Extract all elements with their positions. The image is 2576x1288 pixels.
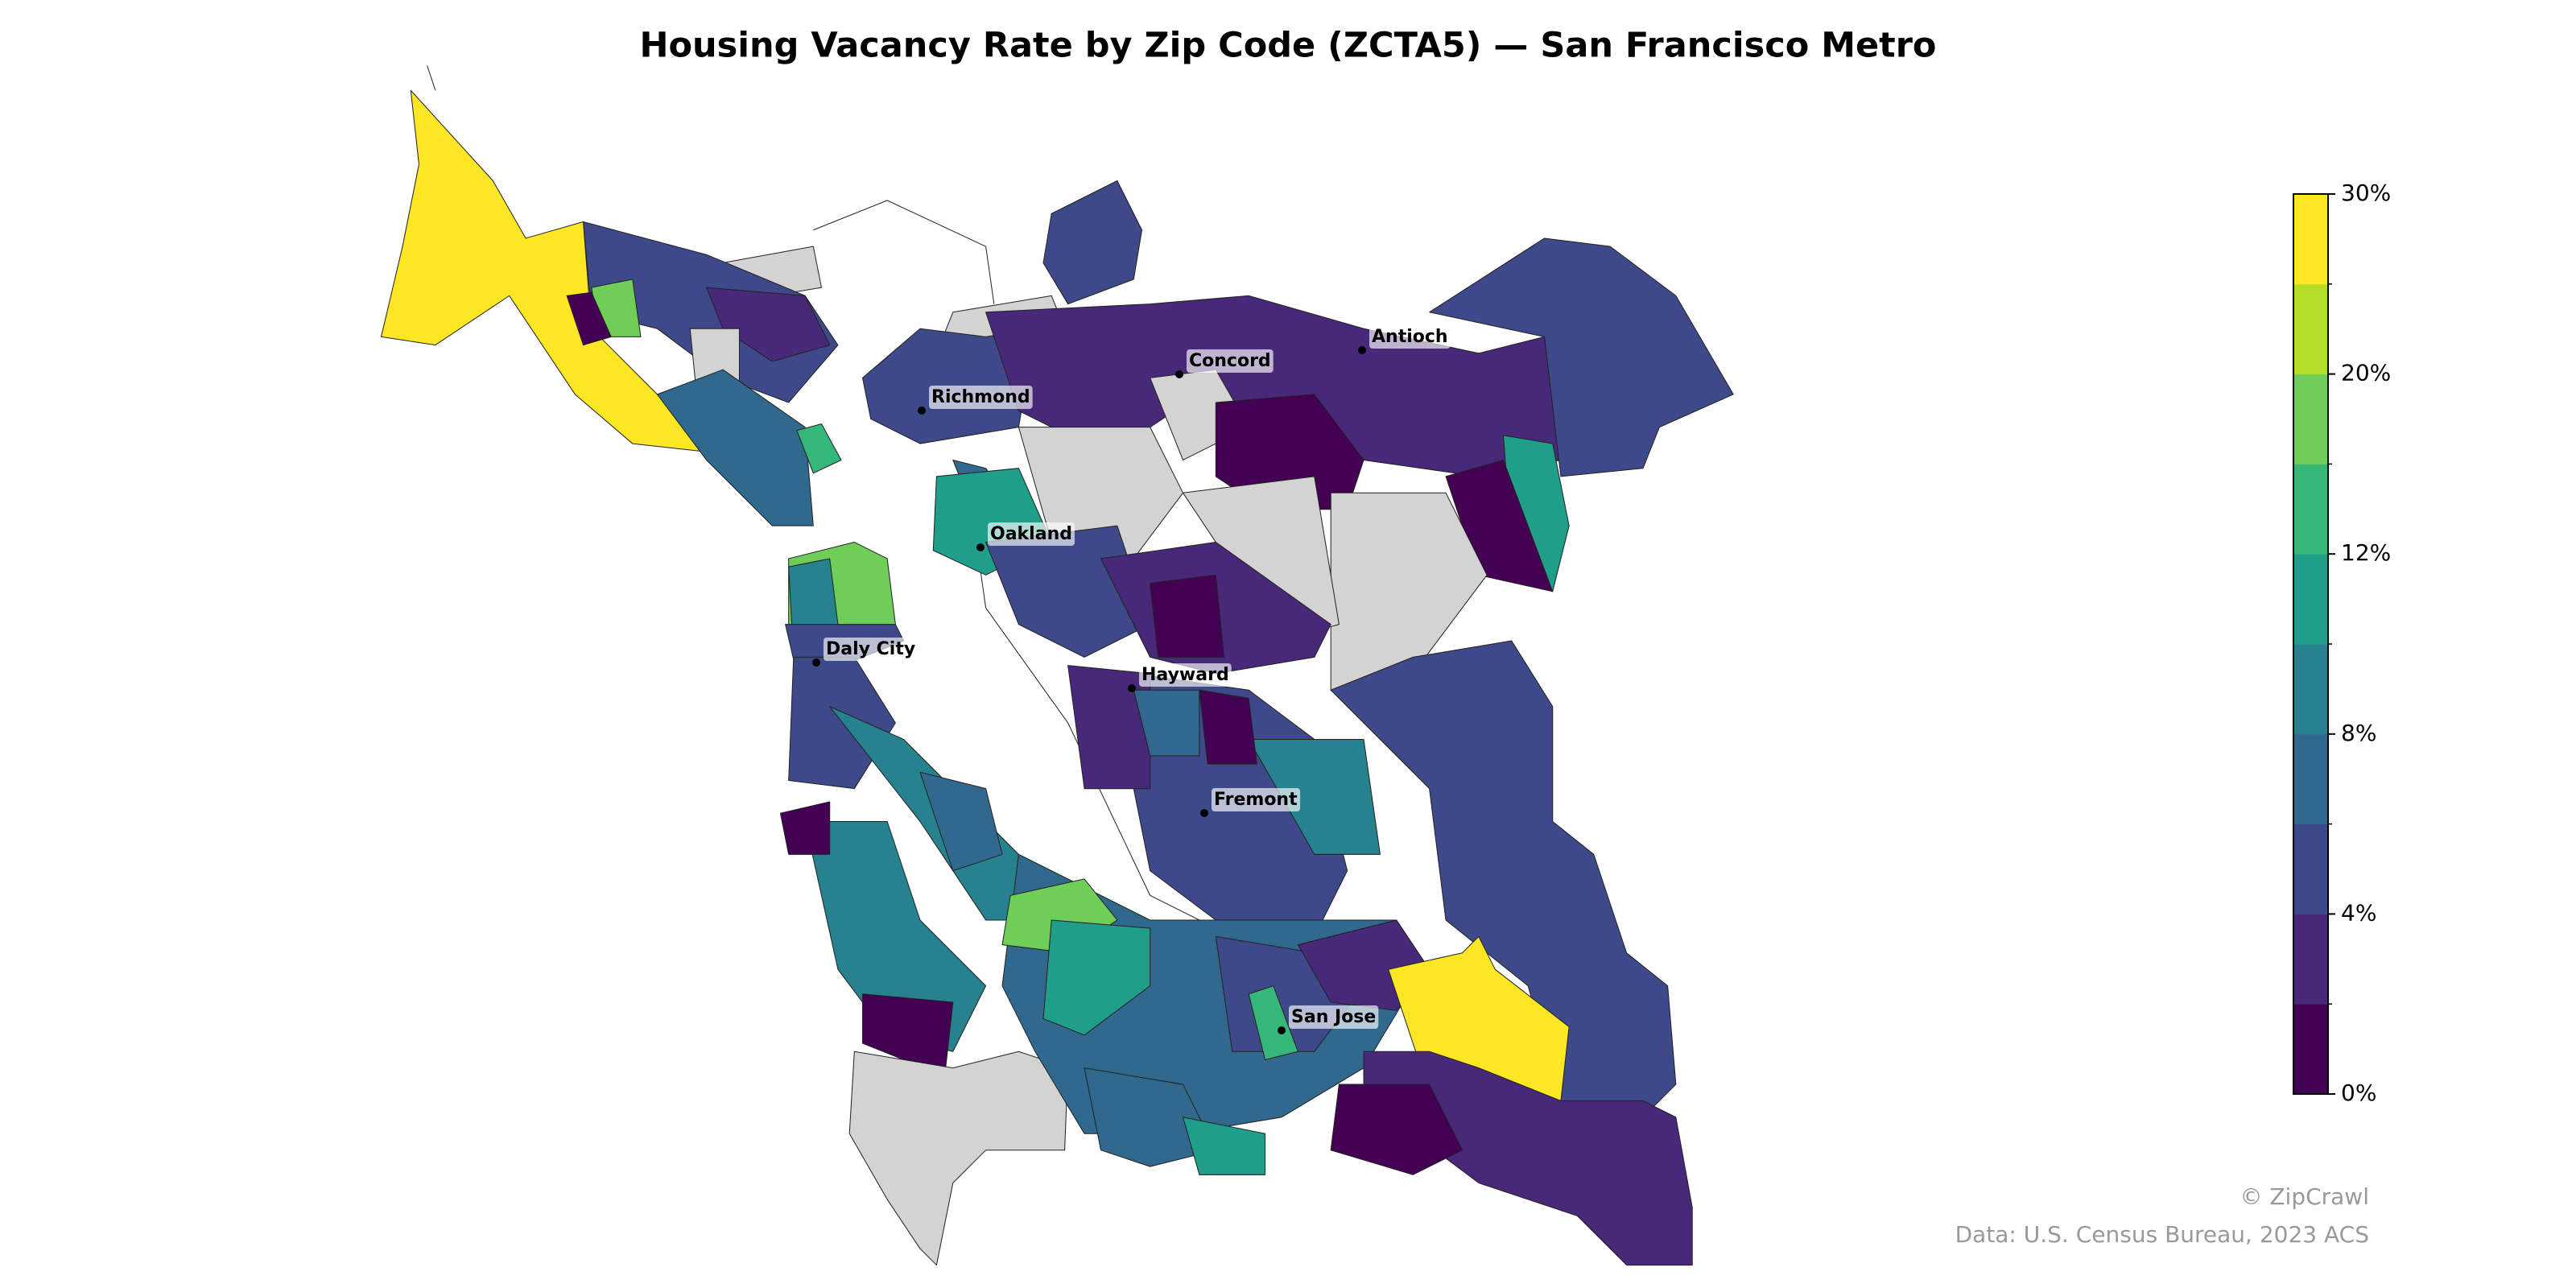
zip-region bbox=[1084, 1067, 1216, 1167]
colorbar-tick-label: 30% bbox=[2341, 180, 2391, 206]
zip-region bbox=[1067, 665, 1151, 790]
source-note: Data: U.S. Census Bureau, 2023 ACS bbox=[1955, 1221, 2369, 1248]
city-marker bbox=[1358, 346, 1366, 354]
colorbar-bin bbox=[2293, 374, 2328, 464]
city-label-bg bbox=[929, 386, 1033, 409]
city: San Jose bbox=[1278, 1005, 1379, 1034]
zip-region bbox=[1042, 919, 1151, 1036]
city-name: Hayward bbox=[1141, 665, 1229, 685]
colorbar-bin bbox=[2293, 1004, 2328, 1095]
city-name: Fremont bbox=[1214, 790, 1298, 810]
city-name: Concord bbox=[1189, 351, 1271, 371]
zip-region bbox=[1150, 574, 1225, 658]
city-labels: Richmond Concord Antioch Oakland Daly Ci… bbox=[812, 325, 1451, 1034]
zip-region bbox=[1330, 1084, 1463, 1175]
city-label-bg bbox=[1187, 349, 1274, 373]
city: Hayward bbox=[1128, 663, 1232, 692]
colorbar-tick-label: 12% bbox=[2341, 539, 2391, 566]
city-name: San Jose bbox=[1291, 1007, 1376, 1027]
zip-region bbox=[1248, 738, 1381, 855]
city-name: Antioch bbox=[1372, 327, 1448, 347]
colorbar-bin bbox=[2293, 283, 2328, 375]
zip-region bbox=[796, 423, 842, 474]
zip-region bbox=[1183, 1117, 1266, 1175]
city: Daly City bbox=[812, 638, 919, 667]
city: Fremont bbox=[1200, 788, 1301, 817]
city-marker bbox=[1278, 1026, 1286, 1034]
zip-region bbox=[804, 820, 987, 1052]
zip-region bbox=[381, 89, 708, 452]
city-marker bbox=[1128, 684, 1136, 692]
zip-region bbox=[919, 771, 1003, 872]
zip-region bbox=[1248, 985, 1298, 1060]
zip-region bbox=[1429, 237, 1734, 477]
city-label-bg bbox=[988, 522, 1075, 546]
colorbar-tick-label: 20% bbox=[2341, 360, 2391, 386]
zip-regions bbox=[381, 65, 1734, 1266]
zip-region bbox=[656, 369, 814, 526]
credit: © ZipCrawl bbox=[2240, 1183, 2369, 1210]
colorbar-bin bbox=[2293, 733, 2328, 825]
zip-region bbox=[848, 1051, 1069, 1266]
map-title: Housing Vacancy Rate by Zip Code (ZCTA5)… bbox=[640, 26, 1937, 66]
zip-region bbox=[779, 801, 831, 855]
colorbar-bin bbox=[2293, 554, 2328, 645]
zip-region bbox=[706, 287, 831, 362]
city: Oakland bbox=[976, 522, 1075, 551]
city-marker bbox=[1200, 809, 1208, 817]
city-label-bg bbox=[824, 638, 919, 661]
city-label-bg bbox=[1212, 788, 1301, 811]
city-marker bbox=[918, 407, 926, 415]
zip-region bbox=[788, 558, 839, 629]
zip-region bbox=[1042, 180, 1143, 305]
colorbar-bin bbox=[2293, 464, 2328, 555]
zip-region bbox=[1199, 689, 1257, 765]
city-label-bg bbox=[1369, 325, 1451, 349]
colorbar-tick-label: 0% bbox=[2341, 1080, 2376, 1106]
colorbar-bin bbox=[2293, 644, 2328, 735]
city: Antioch bbox=[1358, 325, 1451, 354]
city: Richmond bbox=[918, 386, 1033, 415]
city-name: Oakland bbox=[990, 524, 1072, 544]
colorbar-bin bbox=[2293, 824, 2328, 914]
colorbar-tick-label: 8% bbox=[2341, 720, 2376, 746]
city-name: Daly City bbox=[826, 639, 915, 659]
colorbar-tick-label: 4% bbox=[2341, 899, 2376, 926]
colorbar-bin bbox=[2293, 194, 2328, 285]
city-label-bg bbox=[1289, 1005, 1379, 1029]
city-marker bbox=[812, 658, 820, 667]
city-label-bg bbox=[1139, 663, 1232, 687]
city: Concord bbox=[1175, 349, 1274, 378]
city-marker bbox=[1175, 370, 1183, 378]
zip-region bbox=[1133, 689, 1200, 757]
zip-region bbox=[566, 291, 612, 346]
city-name: Richmond bbox=[931, 387, 1030, 407]
colorbar: 0% 4% 8% 12% 20% 30% bbox=[2293, 180, 2391, 1106]
city-marker bbox=[976, 543, 985, 551]
colorbar-bin bbox=[2293, 914, 2328, 1005]
zip-region bbox=[1330, 492, 1488, 691]
